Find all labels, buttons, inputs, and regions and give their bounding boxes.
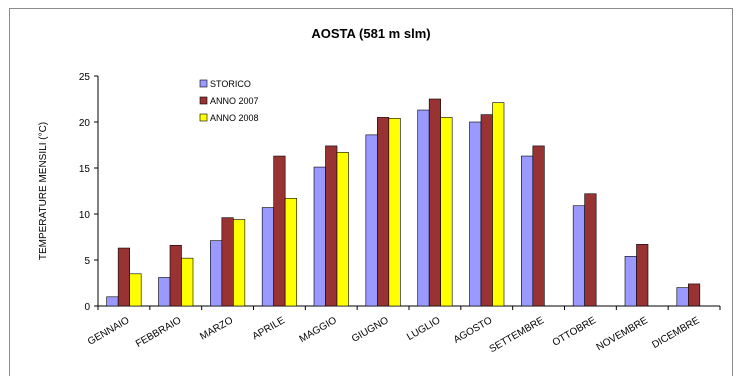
x-tick-label: GIUGNO [350,315,391,345]
bar [313,166,326,307]
bar [469,121,482,307]
bar [181,257,194,307]
bar [521,155,534,307]
legend-label: ANNO 2008 [210,113,259,123]
y-tick-label: 20 [79,118,91,129]
x-tick-label: FEBBRAIO [134,315,183,350]
bar [336,152,349,307]
bar [273,155,286,307]
bar [688,283,701,307]
chart-axes [94,75,721,310]
chart-title: AOSTA (581 m slm) [311,26,431,41]
bar [388,118,401,307]
x-tick-label: LUGLIO [405,315,442,343]
legend-swatch [199,113,208,122]
bar [117,247,130,307]
bar [325,145,338,307]
bar [584,193,597,307]
bar [106,296,119,307]
y-tick-label: 15 [79,164,91,175]
chart-bars [106,98,701,307]
y-tick-label: 25 [79,72,91,83]
chart-legend: STORICO ANNO 2007 ANNO 2008 [199,79,259,123]
bar [261,207,274,307]
bar [129,273,142,307]
bar [417,109,430,307]
x-tick-label: MAGGIO [298,315,339,345]
bar [624,256,637,307]
bar [233,219,246,307]
bar [210,240,223,307]
legend-label: STORICO [210,79,251,89]
bar [572,205,585,307]
legend-swatch [199,79,208,88]
bar [377,117,390,307]
bar [532,145,545,307]
bar [492,102,505,307]
bar [480,114,493,307]
y-tick-label: 10 [79,210,91,221]
x-tick-label: MARZO [198,315,235,343]
x-tick-label: GENNAIO [86,315,132,348]
x-tick-label: AGOSTO [452,315,495,346]
bar [636,244,649,307]
y-axis-label: TEMPERATURE MENSILI (°C) [38,122,49,260]
x-tick-label: NOVEMBRE [595,315,650,353]
bar [158,277,171,307]
legend-label: ANNO 2007 [210,96,259,106]
bar [169,244,182,307]
x-tick-label: DICEMBRE [650,315,701,351]
legend-swatch [199,96,208,105]
bar [284,198,297,307]
x-tick-label: APRILE [251,315,288,342]
bar [440,117,453,307]
bar [221,217,234,307]
bar [428,98,441,307]
x-tick-label: OTTOBRE [551,315,598,349]
y-tick-label: 5 [84,256,90,267]
x-tick-label: SETTEMBRE [488,315,547,355]
bar [365,134,378,307]
y-tick-label: 0 [84,302,90,313]
bar [676,287,689,307]
